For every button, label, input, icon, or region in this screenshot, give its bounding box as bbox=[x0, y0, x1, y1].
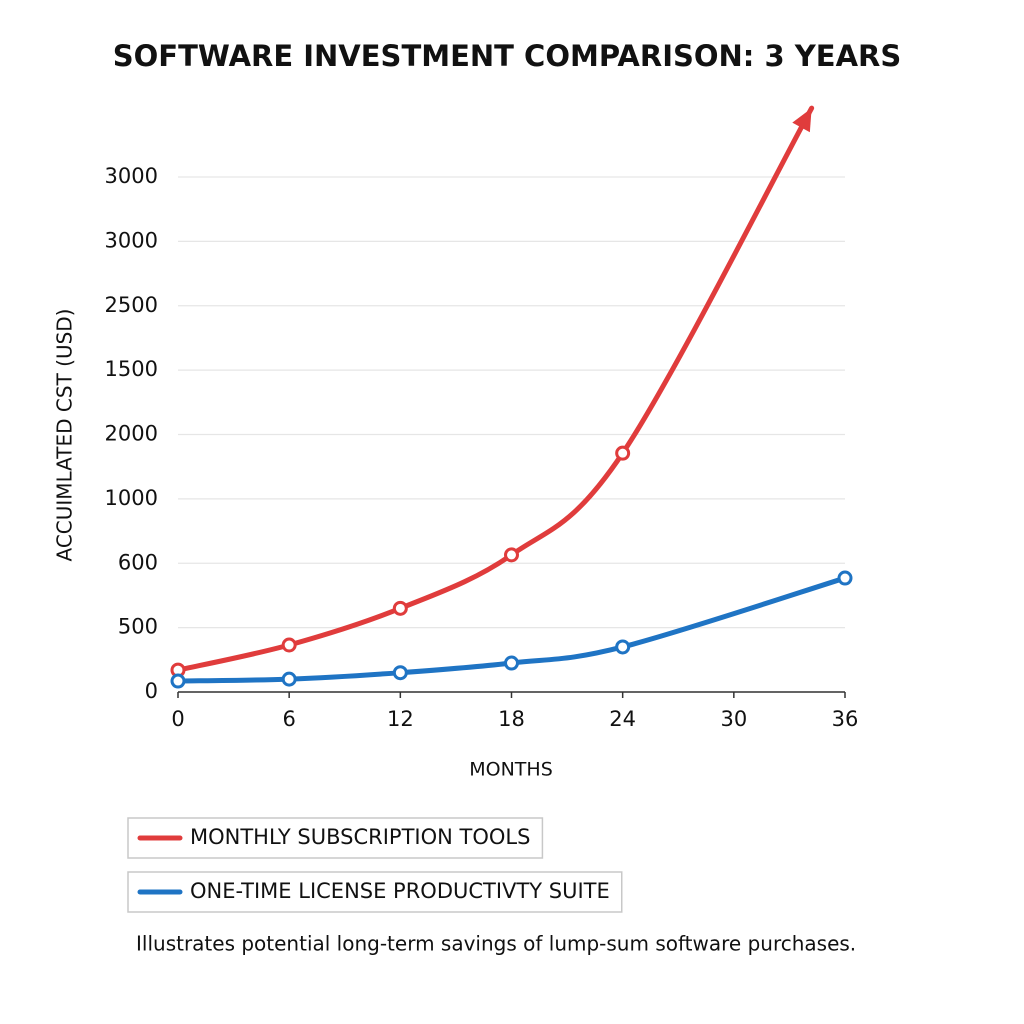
point bbox=[170, 673, 186, 689]
x-tick-label: 24 bbox=[609, 707, 636, 731]
arrow-head bbox=[792, 108, 812, 133]
y-tick-label: 600 bbox=[118, 550, 158, 574]
y-tick-label: 1000 bbox=[105, 486, 158, 510]
y-tick-label: 1500 bbox=[105, 357, 158, 381]
point bbox=[392, 665, 408, 681]
legend-box bbox=[127, 817, 544, 859]
y-tick-label: 3000 bbox=[105, 228, 158, 252]
note: Illustrates potential long-term savings … bbox=[136, 932, 856, 956]
point bbox=[615, 445, 631, 461]
y-tick-label: 2000 bbox=[105, 422, 158, 446]
point bbox=[504, 547, 519, 563]
series-line bbox=[175, 105, 815, 673]
y-tick-label: 3000 bbox=[105, 164, 158, 188]
x-tick-label: 18 bbox=[498, 707, 525, 731]
point bbox=[504, 655, 519, 671]
legend-label: MONTHLY SUBSCRIPTION TOOLS bbox=[190, 825, 530, 849]
y-axis-label: ACCUIMLATED CST (USD) bbox=[53, 309, 77, 562]
point bbox=[281, 671, 297, 687]
x-tick-label: 6 bbox=[282, 707, 295, 731]
x-tick-label: 12 bbox=[387, 707, 414, 731]
x-tick-label: 36 bbox=[832, 707, 859, 731]
x-axis-label: MONTHS bbox=[469, 759, 553, 781]
point bbox=[615, 639, 631, 655]
point bbox=[837, 570, 853, 586]
y-tick-label: 2500 bbox=[105, 293, 158, 317]
chart-title: SOFTWARE INVESTMENT COMPARISON: 3 YEARS bbox=[113, 39, 902, 73]
point bbox=[392, 600, 408, 616]
y-tick-label: 0 bbox=[145, 679, 158, 703]
point bbox=[281, 637, 297, 653]
y-tick-label: 500 bbox=[118, 615, 158, 639]
legend-box bbox=[127, 871, 623, 913]
x-tick-label: 30 bbox=[720, 707, 747, 731]
x-tick-label: 0 bbox=[171, 707, 184, 731]
legend-label: ONE-TIME LICENSE PRODUCTIVTY SUITE bbox=[190, 879, 610, 903]
